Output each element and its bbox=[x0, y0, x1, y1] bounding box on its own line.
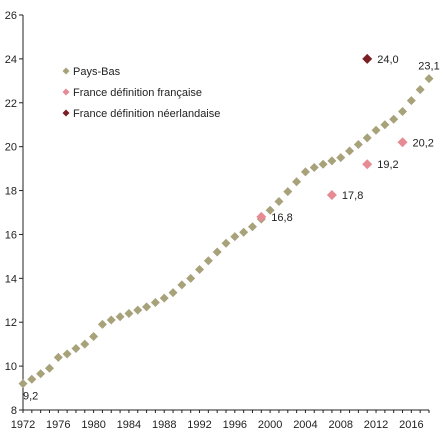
point-series-0 bbox=[309, 163, 319, 173]
x-tick-label: 1988 bbox=[152, 419, 176, 431]
point-series-0 bbox=[221, 238, 231, 248]
x-tick-label: 1984 bbox=[117, 419, 141, 431]
legend-marker bbox=[62, 88, 70, 96]
point-series-0 bbox=[168, 288, 178, 298]
point-series-0 bbox=[89, 331, 99, 341]
x-tick-label: 1972 bbox=[11, 419, 35, 431]
data-label: 9,2 bbox=[23, 391, 38, 403]
point-series-0 bbox=[230, 232, 240, 242]
point-series-0 bbox=[424, 74, 434, 84]
point-series-1 bbox=[397, 137, 408, 148]
point-series-0 bbox=[203, 256, 213, 266]
legend-label: France définition néerlandaise bbox=[73, 108, 220, 120]
data-label: 17,8 bbox=[342, 190, 363, 202]
point-series-0 bbox=[212, 247, 222, 257]
y-tick-label: 22 bbox=[5, 98, 17, 110]
point-series-1 bbox=[256, 211, 267, 222]
point-series-0 bbox=[327, 156, 337, 166]
point-series-0 bbox=[44, 363, 54, 373]
point-series-0 bbox=[371, 125, 381, 135]
data-points bbox=[18, 53, 434, 389]
point-series-0 bbox=[362, 133, 372, 143]
point-series-0 bbox=[336, 153, 346, 163]
point-series-0 bbox=[345, 146, 355, 156]
y-tick-label: 12 bbox=[5, 317, 17, 329]
point-series-0 bbox=[159, 293, 169, 303]
legend-marker bbox=[62, 67, 70, 75]
point-series-0 bbox=[300, 167, 310, 177]
x-tick-label: 1980 bbox=[81, 419, 105, 431]
y-tick-label: 8 bbox=[11, 405, 17, 417]
data-label: 23,1 bbox=[418, 61, 439, 73]
x-tick-label: 1996 bbox=[223, 419, 247, 431]
y-tick-label: 24 bbox=[5, 54, 17, 66]
legend-marker bbox=[62, 109, 70, 117]
point-series-0 bbox=[150, 297, 160, 307]
x-tick-label: 2008 bbox=[328, 419, 352, 431]
point-series-0 bbox=[398, 107, 408, 117]
point-series-0 bbox=[318, 159, 328, 169]
data-label: 19,2 bbox=[377, 159, 398, 171]
y-tick-label: 10 bbox=[5, 361, 17, 373]
y-tick-label: 20 bbox=[5, 142, 17, 154]
point-series-0 bbox=[80, 339, 90, 349]
point-series-2 bbox=[362, 53, 373, 64]
point-series-0 bbox=[239, 227, 249, 237]
y-tick-label: 26 bbox=[5, 10, 17, 22]
point-series-0 bbox=[406, 96, 416, 106]
point-series-0 bbox=[18, 379, 28, 389]
point-series-0 bbox=[62, 349, 72, 359]
point-series-0 bbox=[115, 312, 125, 322]
data-label: 20,2 bbox=[413, 137, 434, 149]
point-series-0 bbox=[133, 305, 143, 315]
point-series-0 bbox=[142, 302, 152, 312]
point-series-0 bbox=[353, 139, 363, 149]
data-label: 16,8 bbox=[271, 212, 292, 224]
point-series-0 bbox=[53, 352, 63, 362]
legend-label: Pays-Bas bbox=[73, 66, 121, 78]
point-series-0 bbox=[177, 280, 187, 290]
point-series-0 bbox=[195, 265, 205, 275]
point-series-0 bbox=[124, 308, 134, 318]
point-series-1 bbox=[362, 159, 373, 170]
legend-label: France définition française bbox=[73, 87, 202, 99]
point-series-0 bbox=[265, 205, 275, 215]
point-series-0 bbox=[71, 344, 81, 354]
x-tick-label: 2004 bbox=[293, 419, 317, 431]
legend: Pays-Bas France définition française Franc… bbox=[62, 66, 220, 120]
x-tick-label: 1976 bbox=[46, 419, 70, 431]
point-series-0 bbox=[36, 369, 46, 379]
axes: 8 10 12 14 16 18 20 22 24 26 1972 1976 1980 1984 1988 1… bbox=[5, 10, 430, 431]
y-tick-label: 14 bbox=[5, 273, 17, 285]
point-series-0 bbox=[380, 120, 390, 130]
point-series-0 bbox=[283, 187, 293, 197]
y-tick-label: 18 bbox=[5, 186, 17, 198]
data-labels: 9,2 23,1 24,0 16,8 17,8 19,2 20,2 bbox=[23, 54, 440, 403]
y-tick-label: 16 bbox=[5, 229, 17, 241]
point-series-0 bbox=[186, 273, 196, 283]
point-series-0 bbox=[106, 315, 116, 325]
point-series-0 bbox=[274, 197, 284, 207]
point-series-0 bbox=[415, 85, 425, 95]
x-tick-label: 1992 bbox=[187, 419, 211, 431]
point-series-0 bbox=[97, 319, 107, 329]
point-series-0 bbox=[389, 114, 399, 124]
point-series-0 bbox=[292, 177, 302, 187]
x-tick-label: 2012 bbox=[364, 419, 388, 431]
x-tick-label: 2016 bbox=[399, 419, 423, 431]
data-label: 24,0 bbox=[377, 54, 398, 66]
point-series-1 bbox=[326, 189, 337, 200]
x-tick-label: 2000 bbox=[258, 419, 282, 431]
point-series-0 bbox=[27, 374, 37, 384]
point-series-0 bbox=[247, 222, 257, 232]
